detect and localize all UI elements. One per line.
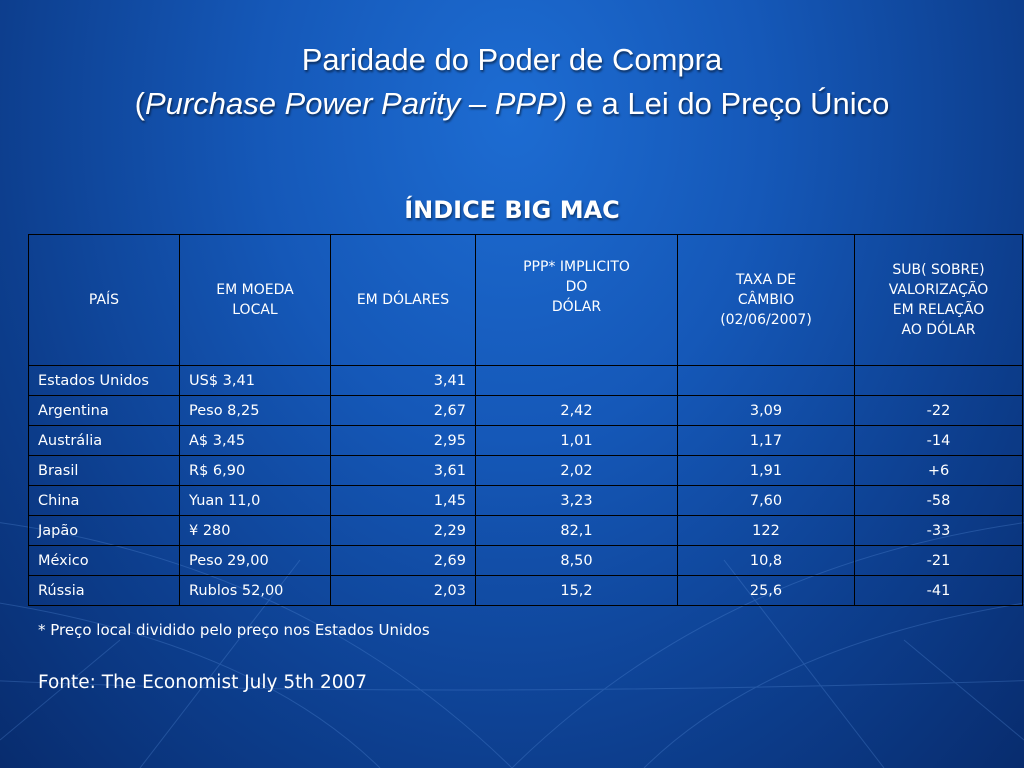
title-line-2: (Purchase Power Parity – PPP) e a Lei do… bbox=[0, 82, 1024, 126]
cell-ppp: 2,02 bbox=[475, 455, 678, 486]
cell-local-price: A$ 3,45 bbox=[179, 425, 331, 456]
title-open-paren: ( bbox=[134, 86, 145, 121]
cell-country: México bbox=[28, 545, 180, 576]
header-country: PAÍS bbox=[28, 234, 180, 366]
cell-exchange-rate: 122 bbox=[677, 515, 855, 546]
cell-local-price: ¥ 280 bbox=[179, 515, 331, 546]
cell-ppp bbox=[475, 365, 678, 396]
cell-valuation: -41 bbox=[854, 575, 1023, 606]
cell-dollar-price: 2,29 bbox=[330, 515, 476, 546]
cell-dollar-price: 2,95 bbox=[330, 425, 476, 456]
table-row: China Yuan 11,0 1,45 3,23 7,60 -58 bbox=[28, 485, 1023, 516]
cell-country: Austrália bbox=[28, 425, 180, 456]
cell-dollar-price: 3,41 bbox=[330, 365, 476, 396]
table-row: Rússia Rublos 52,00 2,03 15,2 25,6 -41 bbox=[28, 575, 1023, 606]
cell-exchange-rate: 10,8 bbox=[677, 545, 855, 576]
footnote: * Preço local dividido pelo preço nos Es… bbox=[38, 621, 430, 639]
cell-dollar-price: 3,61 bbox=[330, 455, 476, 486]
cell-country: Brasil bbox=[28, 455, 180, 486]
cell-local-price: Peso 8,25 bbox=[179, 395, 331, 426]
cell-ppp: 2,42 bbox=[475, 395, 678, 426]
slide-title: Paridade do Poder de Compra (Purchase Po… bbox=[0, 38, 1024, 126]
table-row: Brasil R$ 6,90 3,61 2,02 1,91 +6 bbox=[28, 455, 1023, 486]
cell-exchange-rate: 1,91 bbox=[677, 455, 855, 486]
cell-valuation: -14 bbox=[854, 425, 1023, 456]
cell-valuation: -33 bbox=[854, 515, 1023, 546]
cell-local-price: Yuan 11,0 bbox=[179, 485, 331, 516]
table-row: Argentina Peso 8,25 2,67 2,42 3,09 -22 bbox=[28, 395, 1023, 426]
cell-country: China bbox=[28, 485, 180, 516]
cell-exchange-rate: 25,6 bbox=[677, 575, 855, 606]
cell-local-price: R$ 6,90 bbox=[179, 455, 331, 486]
cell-valuation: -21 bbox=[854, 545, 1023, 576]
cell-ppp: 15,2 bbox=[475, 575, 678, 606]
cell-exchange-rate: 3,09 bbox=[677, 395, 855, 426]
cell-ppp: 82,1 bbox=[475, 515, 678, 546]
cell-ppp: 8,50 bbox=[475, 545, 678, 576]
cell-valuation bbox=[854, 365, 1023, 396]
header-valuation: SUB( SOBRE) VALORIZAÇÃO EM RELAÇÃO AO DÓ… bbox=[854, 234, 1023, 366]
cell-ppp: 1,01 bbox=[475, 425, 678, 456]
cell-country: Japão bbox=[28, 515, 180, 546]
cell-ppp: 3,23 bbox=[475, 485, 678, 516]
cell-local-price: Peso 29,00 bbox=[179, 545, 331, 576]
cell-exchange-rate: 1,17 bbox=[677, 425, 855, 456]
cell-exchange-rate: 7,60 bbox=[677, 485, 855, 516]
title-line-1: Paridade do Poder de Compra bbox=[301, 42, 723, 77]
title-rest: e a Lei do Preço Único bbox=[567, 86, 890, 121]
header-ppp-implied: PPP* IMPLICITO DO DÓLAR bbox=[475, 234, 678, 366]
table-body: Estados Unidos US$ 3,41 3,41 Argentina Peso … bbox=[28, 365, 1023, 606]
cell-valuation: +6 bbox=[854, 455, 1023, 486]
cell-dollar-price: 2,69 bbox=[330, 545, 476, 576]
cell-country: Rússia bbox=[28, 575, 180, 606]
header-exchange-rate: TAXA DE CÂMBIO (02/06/2007) bbox=[677, 234, 855, 366]
cell-dollar-price: 2,03 bbox=[330, 575, 476, 606]
table-row: Estados Unidos US$ 3,41 3,41 bbox=[28, 365, 1023, 396]
table-header-row: PAÍS EM MOEDA LOCAL EM DÓLARES PPP* IMPL… bbox=[28, 234, 1023, 366]
table-row: Japão ¥ 280 2,29 82,1 122 -33 bbox=[28, 515, 1023, 546]
header-dollars: EM DÓLARES bbox=[330, 234, 476, 366]
table-title: ÍNDICE BIG MAC bbox=[404, 196, 620, 224]
cell-exchange-rate bbox=[677, 365, 855, 396]
cell-local-price: US$ 3,41 bbox=[179, 365, 331, 396]
title-italic-part: Purchase Power Parity – PPP) bbox=[144, 86, 568, 121]
table-row: Austrália A$ 3,45 2,95 1,01 1,17 -14 bbox=[28, 425, 1023, 456]
header-local-currency: EM MOEDA LOCAL bbox=[179, 234, 331, 366]
cell-valuation: -22 bbox=[854, 395, 1023, 426]
cell-local-price: Rublos 52,00 bbox=[179, 575, 331, 606]
cell-valuation: -58 bbox=[854, 485, 1023, 516]
table-row: México Peso 29,00 2,69 8,50 10,8 -21 bbox=[28, 545, 1023, 576]
cell-dollar-price: 1,45 bbox=[330, 485, 476, 516]
source-citation: Fonte: The Economist July 5th 2007 bbox=[38, 672, 368, 693]
cell-country: Estados Unidos bbox=[28, 365, 180, 396]
big-mac-index-table: PAÍS EM MOEDA LOCAL EM DÓLARES PPP* IMPL… bbox=[28, 234, 1023, 606]
cell-country: Argentina bbox=[28, 395, 180, 426]
cell-dollar-price: 2,67 bbox=[330, 395, 476, 426]
